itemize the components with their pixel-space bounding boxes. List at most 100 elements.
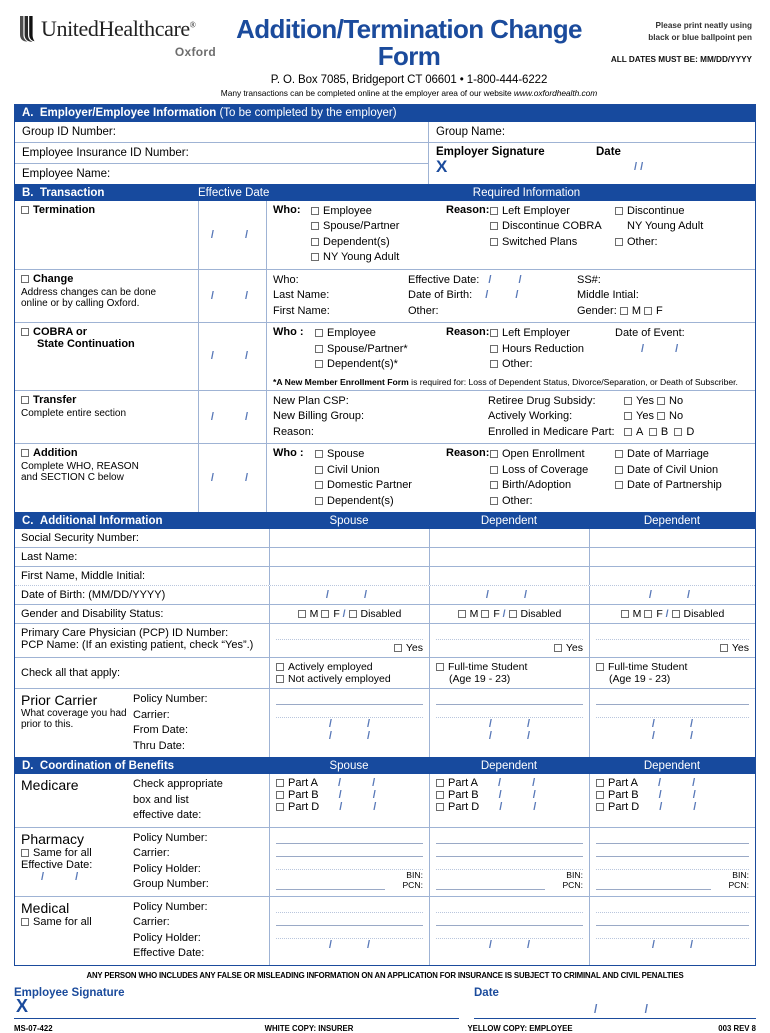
cobra-date-of-event[interactable]: Date of Event: / / bbox=[615, 326, 692, 373]
opt-add-dependents[interactable]: Dependent(s) bbox=[315, 494, 446, 510]
opt-medicare-part-a-dep2[interactable]: Part A / / bbox=[596, 777, 749, 789]
checkbox-disabled-dep1[interactable] bbox=[508, 610, 517, 619]
pharmacy-group-line-spouse[interactable] bbox=[276, 879, 385, 890]
checkbox-actively-employed[interactable] bbox=[276, 663, 284, 672]
input-dob-spouse[interactable]: / / bbox=[269, 586, 429, 605]
change-effective-date-field[interactable]: Effective Date: / / bbox=[408, 273, 534, 286]
opt-medicare-part-d-spouse[interactable]: Part D / / bbox=[276, 801, 423, 813]
change-who[interactable]: Who: bbox=[273, 273, 299, 286]
checkbox-cobra-employee[interactable] bbox=[315, 329, 323, 338]
transfer-new-plan-csp[interactable]: New Plan CSP: bbox=[273, 394, 349, 407]
checkbox-left-employer[interactable] bbox=[490, 206, 498, 215]
transfer-medicare-part-options[interactable]: A B D bbox=[624, 425, 694, 441]
opt-date-of-partnership[interactable]: Date of Partnership bbox=[615, 478, 722, 494]
pharmacy-policy-line-dep2[interactable] bbox=[596, 833, 749, 844]
checkbox-gender-f[interactable] bbox=[644, 306, 653, 315]
checkbox-aw-no[interactable] bbox=[657, 412, 666, 421]
checkbox-pcp-yes-spouse[interactable] bbox=[393, 644, 402, 653]
gender-disability-dependent-1[interactable]: M F / Disabled bbox=[429, 605, 589, 624]
cobra-label-cell[interactable]: COBRA or State Continuation bbox=[15, 323, 198, 390]
opt-open-enrollment[interactable]: Open Enrollment bbox=[490, 447, 615, 463]
employee-date-line[interactable]: / / bbox=[474, 999, 756, 1019]
opt-cobra-other[interactable]: Other: bbox=[490, 357, 615, 373]
opt-medicare-part-a-spouse[interactable]: Part A / / bbox=[276, 777, 423, 789]
change-middle-initial[interactable]: Middle Intial: bbox=[577, 289, 639, 302]
checkbox-employee[interactable] bbox=[311, 206, 319, 215]
checkbox-switched-plans[interactable] bbox=[490, 237, 498, 246]
checkbox-f-dep1[interactable] bbox=[481, 610, 490, 619]
opt-birth-adoption[interactable]: Birth/Adoption bbox=[490, 478, 615, 494]
cobra-date-of-event-value[interactable]: / / bbox=[641, 342, 693, 355]
medical-dependent-2[interactable]: / / bbox=[589, 896, 755, 965]
group-id-field[interactable]: Group ID Number: bbox=[22, 125, 116, 138]
input-firstname-spouse[interactable] bbox=[269, 567, 429, 586]
checkbox-not-actively-employed[interactable] bbox=[276, 675, 284, 684]
transfer-label-cell[interactable]: Transfer Complete entire section bbox=[15, 391, 198, 444]
pharmacy-carrier-line-dep1[interactable] bbox=[436, 846, 583, 857]
prior-policy-line-spouse[interactable] bbox=[276, 694, 423, 706]
medical-policy-line-spouse[interactable] bbox=[276, 902, 423, 913]
pharmacy-holder-line-spouse[interactable] bbox=[276, 859, 423, 870]
opt-medicare-part-a-dep1[interactable]: Part A / / bbox=[436, 777, 583, 789]
checkbox-add-dependents[interactable] bbox=[315, 496, 323, 505]
checkbox-birth-adoption[interactable] bbox=[490, 481, 498, 490]
employee-signature-line[interactable]: X bbox=[14, 995, 459, 1019]
pharmacy-carrier-line-dep2[interactable] bbox=[596, 846, 749, 857]
checkbox-dependents[interactable] bbox=[311, 237, 319, 246]
medical-carrier-line-dep1[interactable] bbox=[436, 915, 583, 926]
opt-cobra-hours-reduction[interactable]: Hours Reduction bbox=[490, 342, 615, 358]
opt-add-civil-union[interactable]: Civil Union bbox=[315, 463, 446, 479]
checkbox-gender-m[interactable] bbox=[619, 306, 628, 315]
checkbox-add-other[interactable] bbox=[490, 496, 498, 505]
prior-policy-line-dep2[interactable] bbox=[596, 694, 749, 706]
checkbox-pcp-yes-dep1[interactable] bbox=[553, 644, 562, 653]
checkbox-disabled-dep2[interactable] bbox=[671, 610, 680, 619]
addition-checkbox[interactable] bbox=[21, 449, 29, 458]
addition-label-cell[interactable]: Addition Complete WHO, REASON and SECTIO… bbox=[15, 444, 198, 512]
checkbox-disabled-spouse[interactable] bbox=[348, 610, 357, 619]
checkbox-cobra-spouse-partner[interactable] bbox=[315, 344, 323, 353]
pharmacy-group-line-dep1[interactable] bbox=[436, 879, 545, 890]
pcp-spouse[interactable]: Yes bbox=[269, 624, 429, 658]
opt-dependents[interactable]: Dependent(s) bbox=[311, 235, 446, 251]
opt-switched-plans[interactable]: Switched Plans bbox=[490, 235, 615, 251]
checkbox-cobra-other[interactable] bbox=[490, 360, 498, 369]
prior-policy-line-dep1[interactable] bbox=[436, 694, 583, 706]
checkbox-medical-same-for-all[interactable] bbox=[21, 917, 29, 926]
input-ssn-spouse[interactable] bbox=[269, 529, 429, 548]
input-lastname-spouse[interactable] bbox=[269, 548, 429, 567]
checkbox-m-dep2[interactable] bbox=[620, 610, 629, 619]
opt-date-of-civil-union[interactable]: Date of Civil Union bbox=[615, 463, 722, 479]
checkbox-f-dep2[interactable] bbox=[644, 610, 653, 619]
opt-cobra-dependents[interactable]: Dependent(s)* bbox=[315, 357, 446, 373]
checkbox-medicare-part-b-dep2[interactable] bbox=[596, 791, 604, 800]
checkbox-date-of-marriage[interactable] bbox=[615, 450, 623, 459]
checkbox-medicare-part-a-dep2[interactable] bbox=[596, 779, 604, 788]
medical-effective-date-dep1[interactable]: / / bbox=[488, 938, 547, 951]
checkbox-spouse-partner[interactable] bbox=[311, 222, 319, 231]
pharmacy-spouse[interactable]: BIN: PCN: bbox=[269, 827, 429, 896]
checkbox-discontinue[interactable] bbox=[615, 206, 623, 215]
employee-signature-x[interactable]: X bbox=[16, 995, 29, 1016]
opt-medicare-part-b-dep1[interactable]: Part B / / bbox=[436, 789, 583, 801]
checkbox-discontinue-cobra[interactable] bbox=[490, 222, 498, 231]
opt-add-other[interactable]: Other: bbox=[490, 494, 615, 510]
pcp-dependent-2[interactable]: Yes bbox=[589, 624, 755, 658]
employee-insurance-id-field[interactable]: Employee Insurance ID Number: bbox=[15, 143, 428, 164]
checkbox-medicare-part-a-dep1[interactable] bbox=[436, 779, 444, 788]
pharmacy-policy-line-dep1[interactable] bbox=[436, 833, 583, 844]
opt-spouse-partner[interactable]: Spouse/Partner bbox=[311, 219, 446, 235]
checkbox-medicare-part-d-spouse[interactable] bbox=[276, 803, 284, 812]
prior-carrier-line-dep2[interactable] bbox=[596, 707, 749, 719]
pharmacy-policy-line-spouse[interactable] bbox=[276, 833, 423, 844]
checkbox-other-termination[interactable] bbox=[615, 237, 623, 246]
medical-spouse[interactable]: / / bbox=[269, 896, 429, 965]
checkbox-part-d[interactable] bbox=[674, 427, 683, 436]
medical-policy-line-dep2[interactable] bbox=[596, 902, 749, 913]
group-name-field[interactable]: Group Name: bbox=[428, 121, 755, 142]
checkbox-ny-young-adult[interactable] bbox=[311, 253, 319, 262]
opt-employee[interactable]: Employee bbox=[311, 204, 446, 220]
pharmacy-holder-line-dep1[interactable] bbox=[436, 859, 583, 870]
prior-from-date-spouse[interactable]: / / bbox=[328, 718, 387, 731]
input-lastname-dependent-1[interactable] bbox=[429, 548, 589, 567]
